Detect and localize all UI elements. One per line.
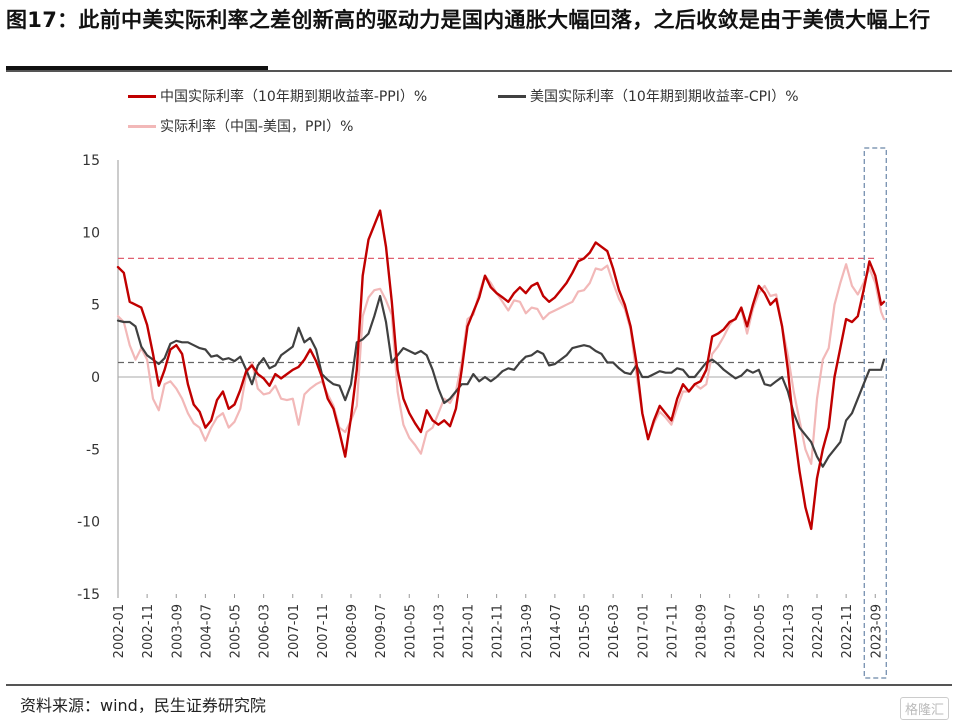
x-tick-label: 2013-09	[520, 604, 535, 658]
legend-swatch-china	[128, 94, 156, 98]
y-tick-label: 5	[91, 298, 100, 314]
legend-item-us: 美国实际利率（10年期到期收益率-CPI）%	[498, 86, 799, 106]
x-tick-label: 2003-09	[170, 604, 185, 658]
x-tick-label: 2011-03	[432, 604, 447, 658]
x-tick-label: 2008-09	[345, 604, 360, 658]
x-tick-label: 2002-11	[141, 604, 156, 658]
x-tick-label: 2020-05	[753, 604, 768, 658]
legend-swatch-spread	[128, 124, 156, 128]
source-divider	[6, 684, 952, 686]
line-chart: 15 10 5 0 -5 -10 -15 2002-01 2002-11 2003-09 2004-…	[77, 147, 887, 679]
x-tick-label: 2009-07	[374, 604, 389, 658]
y-tick-label: 0	[91, 370, 100, 386]
x-tick-label: 2015-05	[578, 604, 593, 658]
x-tick-label: 2023-09	[869, 604, 884, 658]
legend-swatch-us	[498, 94, 526, 98]
x-tick-label: 2002-01	[112, 604, 127, 658]
series-line-spread	[116, 263, 886, 465]
x-tick-label: 2010-05	[403, 604, 418, 658]
x-tick-label: 2006-03	[258, 604, 273, 658]
legend-label-spread: 实际利率（中国-美国，PPI）%	[160, 119, 354, 135]
x-tick-label: 2017-01	[636, 604, 651, 658]
x-tick-label: 2012-11	[491, 604, 506, 658]
y-tick-label: -5	[86, 442, 100, 458]
highlight-box	[863, 147, 887, 679]
x-tick-label: 2014-07	[549, 604, 564, 658]
series-line-us	[116, 294, 886, 468]
watermark-logo: 格隆汇	[899, 697, 949, 720]
y-tick-label: 15	[82, 153, 100, 169]
x-tick-label: 2016-03	[607, 604, 622, 658]
y-tick-label: 10	[82, 225, 100, 241]
title-underline	[6, 66, 268, 70]
series-line-china	[116, 209, 886, 531]
x-tick-label: 2022-11	[840, 604, 855, 658]
x-tick-label: 2005-05	[229, 604, 244, 658]
legend-label-china: 中国实际利率（10年期到期收益率-PPI）%	[160, 89, 428, 105]
x-tick-label: 2007-01	[287, 604, 302, 658]
x-tick-label: 2022-01	[811, 604, 826, 658]
x-tick-label: 2018-09	[695, 604, 710, 658]
y-tick-label: -15	[77, 587, 100, 603]
legend-label-us: 美国实际利率（10年期到期收益率-CPI）%	[530, 89, 799, 105]
title-divider	[6, 70, 952, 72]
legend-item-spread: 实际利率（中国-美国，PPI）%	[128, 116, 353, 136]
x-tick-label: 2021-03	[782, 604, 797, 658]
x-tick-label: 2019-07	[724, 604, 739, 658]
y-tick-label: -10	[77, 515, 100, 531]
x-tick-label: 2012-01	[462, 604, 477, 658]
x-tick-label: 2004-07	[199, 604, 214, 658]
x-tick-label: 2017-11	[665, 604, 680, 658]
source-note: 资料来源：wind，民生证券研究院	[20, 696, 266, 715]
chart-title: 图17：此前中美实际利率之差创新高的驱动力是国内通胀大幅回落，之后收敛是由于美债…	[6, 8, 931, 32]
legend-item-china: 中国实际利率（10年期到期收益率-PPI）%	[128, 86, 427, 106]
x-tick-label: 2007-11	[316, 604, 331, 658]
